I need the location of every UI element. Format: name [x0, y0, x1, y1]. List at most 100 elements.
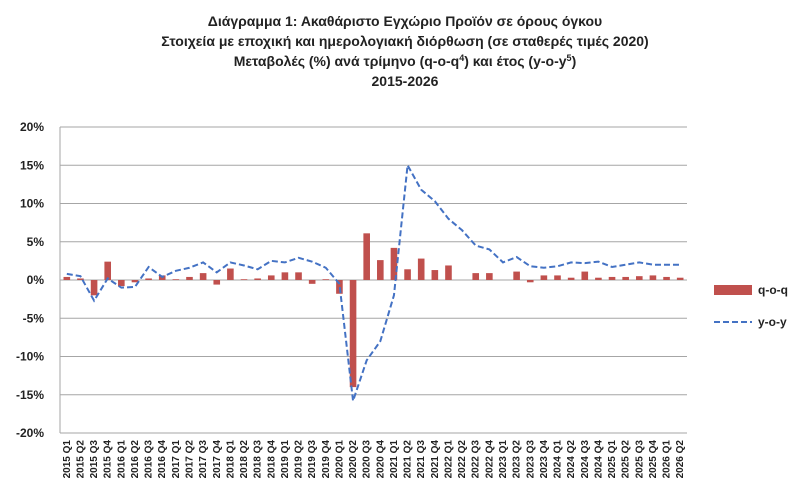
bar — [417, 258, 425, 280]
bar — [676, 277, 684, 280]
legend-swatch — [714, 285, 752, 295]
x-tick-label: 2023 Q2 — [512, 440, 523, 479]
x-tick-label: 2023 Q3 — [525, 440, 536, 479]
x-tick-label: 2017 Q3 — [198, 440, 209, 479]
superscript: 5 — [567, 53, 572, 63]
x-tick-label: 2020 Q1 — [334, 440, 345, 479]
x-tick-label: 2020 Q4 — [375, 440, 386, 479]
bar — [390, 247, 398, 280]
x-tick-label: 2015 Q3 — [89, 440, 100, 479]
bar — [199, 273, 207, 280]
y-tick-label: 20% — [20, 120, 44, 134]
x-tick-label: 2025 Q1 — [607, 440, 618, 479]
bar — [118, 280, 125, 287]
bar — [63, 276, 71, 280]
bar — [336, 280, 343, 294]
x-tick-label: 2017 Q1 — [171, 440, 182, 479]
title-part: Στοιχεία με εποχική και ημερολογιακή διό… — [161, 33, 648, 49]
x-tick-label: 2016 Q1 — [116, 440, 127, 479]
bar — [349, 280, 357, 388]
x-tick-label: 2022 Q2 — [457, 440, 468, 479]
y-tick-label: 0% — [27, 273, 45, 287]
x-tick-label: 2015 Q1 — [62, 440, 73, 479]
y-tick-label: 15% — [20, 158, 44, 172]
x-tick-label: 2018 Q1 — [225, 440, 236, 479]
bar — [649, 275, 657, 280]
x-tick-label: 2019 Q3 — [307, 440, 318, 479]
x-tick-label: 2020 Q3 — [362, 440, 373, 479]
bar — [526, 280, 534, 283]
bar — [567, 277, 575, 280]
title-part: 2015-2026 — [372, 73, 439, 89]
x-tick-label: 2024 Q1 — [553, 440, 564, 479]
superscript: 4 — [459, 53, 464, 63]
x-tick-label: 2022 Q4 — [484, 440, 495, 479]
bar — [90, 280, 98, 296]
y-tick-label: -5% — [23, 311, 45, 325]
x-tick-label: 2024 Q2 — [566, 440, 577, 479]
x-tick-label: 2018 Q3 — [253, 440, 264, 479]
bar — [172, 279, 180, 280]
bar — [540, 275, 548, 280]
line — [66, 162, 681, 402]
bar — [377, 260, 384, 280]
y-tick-label: -15% — [16, 388, 44, 402]
x-tick-label: 2017 Q4 — [212, 440, 223, 479]
bar — [513, 271, 520, 280]
bar — [213, 280, 221, 285]
bar — [404, 269, 411, 280]
bar — [635, 276, 643, 280]
bar — [77, 278, 84, 280]
x-tick-label: 2016 Q2 — [130, 440, 141, 479]
x-tick-label: 2021 Q2 — [403, 440, 414, 479]
x-tick-label: 2023 Q1 — [498, 440, 509, 479]
x-tick-label: 2021 Q3 — [416, 440, 427, 479]
bar — [227, 268, 234, 280]
x-tick-label: 2025 Q3 — [634, 440, 645, 479]
bar — [322, 279, 330, 280]
bar — [281, 272, 289, 280]
x-tick-label: 2015 Q2 — [75, 440, 86, 479]
x-tick-label: 2023 Q4 — [539, 440, 550, 479]
x-tick-label: 2021 Q1 — [389, 440, 400, 479]
x-tick-label: 2018 Q2 — [239, 440, 250, 479]
bar — [622, 276, 629, 280]
x-tick-label: 2021 Q4 — [430, 440, 441, 479]
x-tick-label: 2019 Q2 — [294, 440, 305, 479]
title-part: Μεταβολές (%) ανά τρίμηνο (q-o-q — [234, 53, 459, 69]
x-tick-label: 2024 Q3 — [580, 440, 591, 479]
bar — [240, 279, 248, 280]
x-tick-label: 2015 Q4 — [103, 440, 114, 479]
title-part: ) — [572, 53, 577, 69]
x-tick-label: 2016 Q3 — [144, 440, 155, 479]
x-tick-label: 2016 Q4 — [157, 440, 168, 479]
chart-title: Μεταβολές (%) ανά τρίμηνο (q-o-q4) και έ… — [234, 53, 576, 69]
y-tick-label: -10% — [16, 350, 44, 364]
title-part: ) και έτος (y-o-y — [464, 53, 567, 69]
bar — [554, 275, 561, 280]
x-tick-label: 2022 Q1 — [443, 440, 454, 479]
chart-title: Στοιχεία με εποχική και ημερολογιακή διό… — [161, 33, 648, 49]
bar — [445, 265, 452, 280]
bar — [186, 276, 193, 280]
bar — [363, 233, 370, 280]
bar — [131, 280, 139, 283]
bar — [254, 278, 261, 280]
bar — [431, 270, 439, 280]
x-tick-label: 2019 Q4 — [321, 440, 332, 479]
bar — [295, 272, 302, 280]
x-tick-label: 2018 Q4 — [266, 440, 277, 479]
x-tick-label: 2025 Q2 — [621, 440, 632, 479]
bar — [581, 271, 589, 280]
chart-title: Διάγραμμα 1: Ακαθάριστο Εγχώριο Προϊόν σ… — [208, 13, 602, 29]
bar — [595, 277, 602, 280]
x-tick-label: 2026 Q1 — [662, 440, 673, 479]
legend-label: y-o-y — [758, 315, 787, 329]
x-tick-label: 2020 Q2 — [348, 440, 359, 479]
title-part: Διάγραμμα 1: Ακαθάριστο Εγχώριο Προϊόν σ… — [208, 13, 602, 29]
x-tick-label: 2022 Q3 — [471, 440, 482, 479]
bar — [472, 273, 480, 280]
x-tick-label: 2024 Q4 — [593, 440, 604, 479]
x-tick-label: 2017 Q2 — [184, 440, 195, 479]
